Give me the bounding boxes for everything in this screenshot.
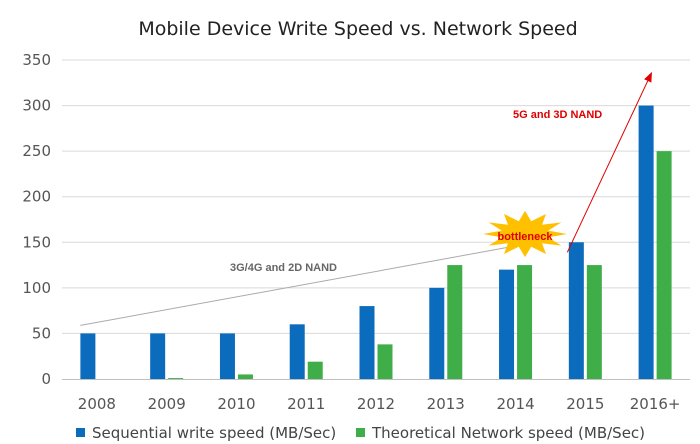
legend: Sequential write speed (MB/Sec) Theoreti… xyxy=(76,424,645,442)
x-tick-label: 2008 xyxy=(78,395,116,413)
bar-write-speed xyxy=(80,333,96,379)
bar-network-speed xyxy=(517,265,533,379)
y-axis-tick-labels: 0 50 100 150 200 250 300 350 xyxy=(22,51,51,388)
bar-network-speed xyxy=(307,361,323,379)
bar-network-speed xyxy=(656,151,672,379)
bar-write-speed xyxy=(289,324,305,379)
bar-write-speed xyxy=(219,333,235,379)
bar-write-speed xyxy=(150,333,166,379)
bar-write-speed xyxy=(638,105,654,380)
y-tick-label: 200 xyxy=(22,188,51,206)
legend-swatch-network-speed xyxy=(356,428,365,437)
chart-title: Mobile Device Write Speed vs. Network Sp… xyxy=(138,18,577,40)
bar-network-speed xyxy=(377,344,393,379)
y-tick-label: 250 xyxy=(22,142,51,160)
bar-write-speed xyxy=(499,269,515,379)
y-tick-label: 350 xyxy=(22,51,51,69)
legend-label-write-speed: Sequential write speed (MB/Sec) xyxy=(92,424,336,442)
bar-network-speed xyxy=(586,265,602,379)
bars xyxy=(80,105,672,380)
x-tick-label: 2016+ xyxy=(630,395,681,413)
x-tick-label: 2015 xyxy=(566,395,604,413)
bar-network-speed xyxy=(447,265,463,379)
bar-network-speed xyxy=(168,378,184,379)
legend-label-network-speed: Theoretical Network speed (MB/Sec) xyxy=(371,424,645,442)
x-tick-label: 2011 xyxy=(287,395,325,413)
arrow-label: 5G and 3D NAND xyxy=(513,109,602,121)
trend-label: 3G/4G and 2D NAND xyxy=(230,262,337,274)
y-tick-label: 0 xyxy=(41,370,51,388)
growth-arrow xyxy=(566,71,652,253)
x-tick-label: 2009 xyxy=(148,395,186,413)
gridlines xyxy=(62,59,690,334)
x-tick-label: 2014 xyxy=(496,395,534,413)
bar-write-speed xyxy=(568,242,584,379)
legend-swatch-write-speed xyxy=(76,428,85,437)
bar-write-speed xyxy=(429,287,445,379)
x-tick-label: 2010 xyxy=(217,395,255,413)
x-tick-label: 2012 xyxy=(357,395,395,413)
y-tick-label: 300 xyxy=(22,97,51,115)
bar-network-speed xyxy=(237,374,253,379)
y-tick-label: 100 xyxy=(22,279,51,297)
bottleneck-burst-shape xyxy=(483,210,567,258)
y-tick-label: 50 xyxy=(32,324,51,342)
x-tick-label: 2013 xyxy=(427,395,465,413)
trend-line xyxy=(80,246,511,326)
bottleneck-label: bottleneck xyxy=(497,231,553,243)
y-tick-label: 150 xyxy=(22,233,51,251)
x-axis-tick-labels: 2008 2009 2010 2011 2012 2013 2014 2015 2016+ xyxy=(78,395,681,413)
bar-write-speed xyxy=(359,306,375,379)
